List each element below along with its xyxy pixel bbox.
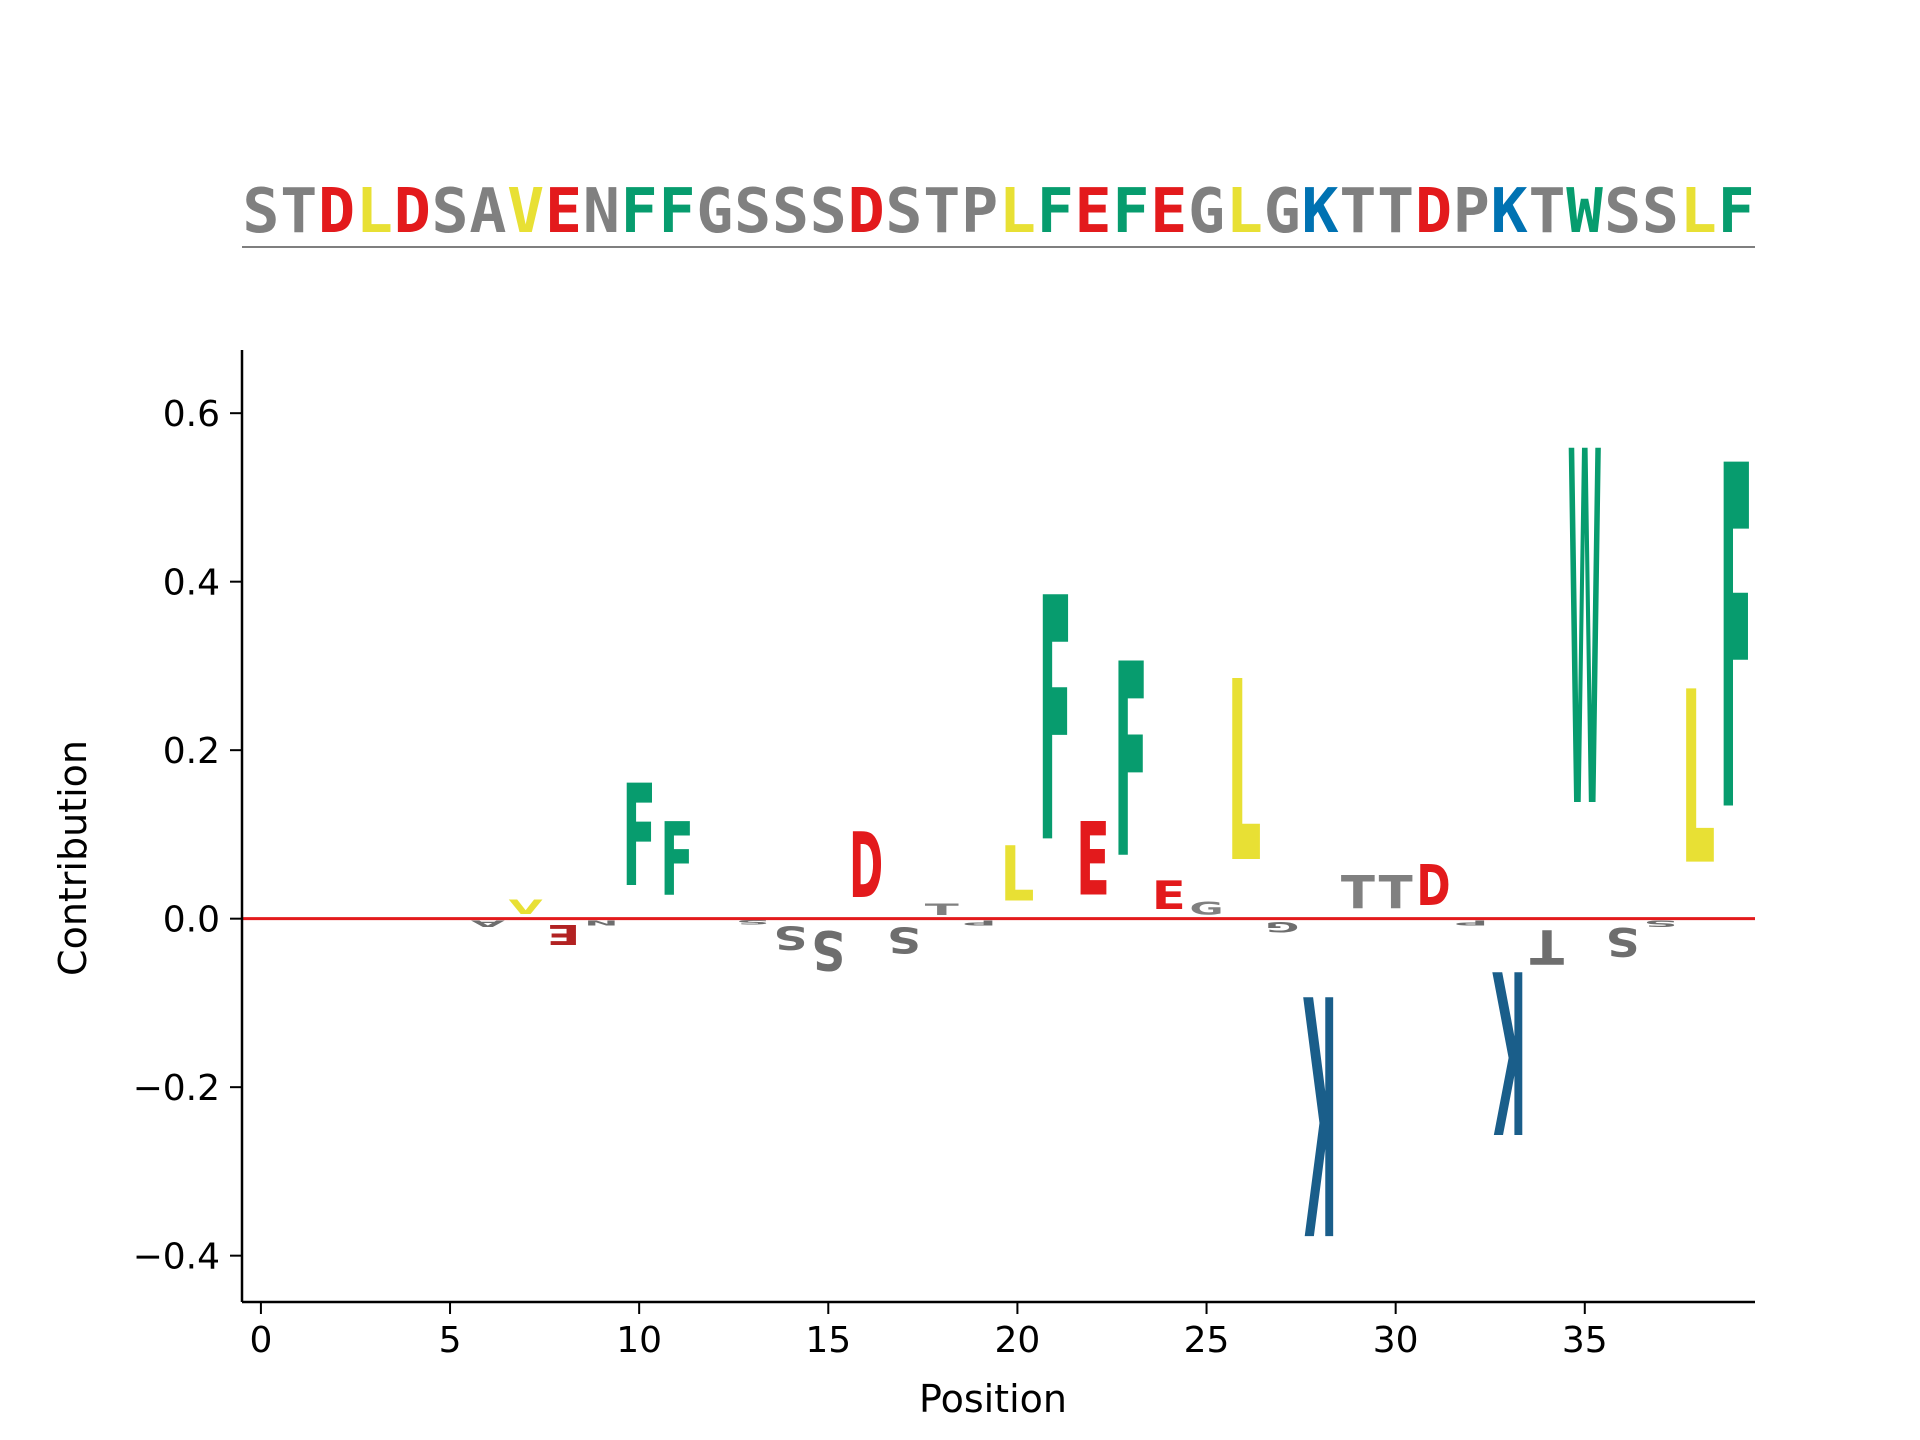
logo-letter: G	[1190, 897, 1224, 918]
logo-letter: N	[584, 919, 618, 927]
x-tick-label: 0	[249, 1320, 272, 1361]
sequence-letter: F	[1112, 175, 1149, 247]
sequence-letter: L	[1680, 175, 1717, 247]
sequence-letter: A	[469, 175, 506, 247]
sequence-letter: L	[999, 175, 1036, 247]
sequence-letter: F	[658, 175, 695, 247]
logo-letter: W	[1568, 352, 1602, 918]
sequence-letter: L	[1226, 175, 1263, 247]
sequence-letter: N	[583, 175, 620, 247]
sequence-letter: T	[1528, 175, 1565, 247]
sequence-letter: L	[356, 175, 393, 247]
y-tick-label: −0.2	[133, 1068, 220, 1109]
y-tick-label: 0.4	[163, 563, 220, 604]
sequence-letter: G	[1264, 175, 1301, 247]
sequence-letter: P	[1453, 175, 1490, 247]
sequence-letter: S	[1642, 175, 1679, 247]
sequence-letter: D	[394, 175, 431, 247]
logo-letter: T	[925, 900, 960, 918]
logo-letter: E	[1076, 801, 1110, 919]
sequence-letter: E	[545, 175, 582, 247]
logo-letter: E	[546, 918, 580, 949]
x-tick-label: 35	[1562, 1320, 1608, 1361]
sequence-letter: K	[1491, 175, 1528, 247]
sequence-letter: D	[848, 175, 885, 247]
logo-letter: F	[1719, 369, 1753, 917]
y-tick-label: 0.6	[163, 394, 220, 435]
sequence-letter: F	[1718, 175, 1755, 247]
logo-letter: G	[1265, 918, 1299, 935]
logo-letter: F	[1038, 529, 1072, 918]
sequence-letter: T	[1377, 175, 1414, 247]
logo-letter: F	[660, 801, 694, 919]
logo-letter: P	[1454, 919, 1488, 927]
x-tick-label: 15	[805, 1320, 851, 1361]
logo-letter: S	[811, 919, 845, 982]
logo-letter: E	[1152, 872, 1186, 919]
logo-letter: S	[1643, 918, 1677, 928]
sequence-letter: T	[280, 175, 317, 247]
sequence-letter: T	[923, 175, 960, 247]
logo-letter: F	[622, 754, 656, 918]
sequence-letter: V	[507, 175, 544, 247]
logo-letter: A	[470, 919, 505, 929]
x-tick-label: 20	[995, 1320, 1041, 1361]
logo-letter: K	[1303, 919, 1337, 1301]
sequence-letter: T	[1339, 175, 1376, 247]
logo-letter: S	[773, 918, 807, 956]
sequence-letter: G	[696, 175, 733, 247]
logo-letter: L	[1681, 641, 1715, 918]
y-tick-label: 0.2	[163, 731, 220, 772]
sequence-letter: S	[772, 175, 809, 247]
logo-letter: T	[1379, 867, 1414, 919]
y-tick-label: −0.4	[133, 1237, 220, 1278]
sequence-letter: P	[961, 175, 998, 247]
logo-letter: L	[1000, 831, 1034, 919]
sequence-letter: S	[1604, 175, 1641, 247]
logo-letter: T	[1530, 918, 1564, 972]
sequence-letter: G	[1188, 175, 1225, 247]
logo-letter: F	[1114, 609, 1148, 919]
logo-letter: S	[736, 919, 770, 926]
sequence-letter: F	[621, 175, 658, 247]
sequence-letter: W	[1566, 176, 1603, 247]
sequence-letter: S	[432, 175, 469, 247]
logo-letter: D	[1416, 853, 1450, 919]
sequence-letter: S	[810, 175, 847, 247]
axes: 0 5 10 15 20 25 30 35 −0.4 −0.2 0.0 0.2 0.4 0.6	[133, 350, 1755, 1361]
sequence-letter: E	[1075, 175, 1112, 247]
sequence-letter: S	[885, 175, 922, 247]
sequence-letter: K	[1301, 175, 1338, 247]
logo-letter: P	[963, 919, 997, 927]
logo-letter: V	[509, 896, 544, 919]
x-tick-label: 30	[1373, 1320, 1419, 1361]
logo-letter: L	[1227, 630, 1261, 919]
sequence-letter: E	[1150, 175, 1187, 247]
sequence-letter: F	[1037, 175, 1074, 247]
sequence-letter: S	[242, 175, 279, 247]
sequence-letter: D	[318, 175, 355, 247]
x-tick-label: 25	[1184, 1320, 1230, 1361]
sequence-letter: D	[1415, 175, 1452, 247]
logo-letter: S	[887, 919, 921, 961]
logo-letter: D	[849, 815, 883, 919]
logo-letter: T	[1341, 867, 1376, 919]
x-axis-label: Position	[919, 1377, 1067, 1421]
logo-letter: S	[1606, 918, 1640, 963]
logo-letter: K	[1492, 919, 1526, 1179]
y-axis-label: Contribution	[51, 740, 95, 976]
x-tick-label: 10	[616, 1320, 662, 1361]
x-tick-label: 5	[439, 1320, 462, 1361]
y-tick-label: 0.0	[163, 900, 220, 941]
sequence-letter: S	[734, 175, 771, 247]
